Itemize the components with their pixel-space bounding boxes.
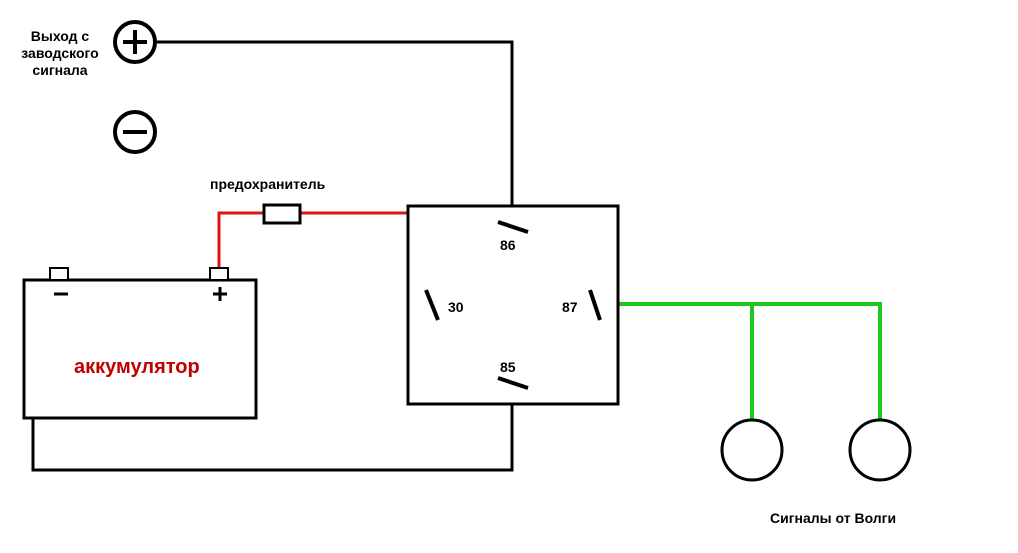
horn-1 <box>722 420 782 480</box>
relay-pin-85: 85 <box>500 359 516 375</box>
horn-2 <box>850 420 910 480</box>
relay: 86 30 87 85 <box>408 206 618 404</box>
battery-label: аккумулятор <box>74 355 200 379</box>
volga-signals-label: Сигналы от Волги <box>770 510 896 527</box>
minus-terminal <box>115 112 155 152</box>
factory-signal-label: Выход сзаводскогосигнала <box>20 28 100 78</box>
battery <box>24 268 256 418</box>
fuse-label: предохранитель <box>210 176 325 193</box>
plus-terminal <box>115 22 155 62</box>
relay-pin-87: 87 <box>562 299 578 315</box>
relay-pin-86: 86 <box>500 237 516 253</box>
relay-pin-30: 30 <box>448 299 464 315</box>
fuse <box>264 205 300 223</box>
